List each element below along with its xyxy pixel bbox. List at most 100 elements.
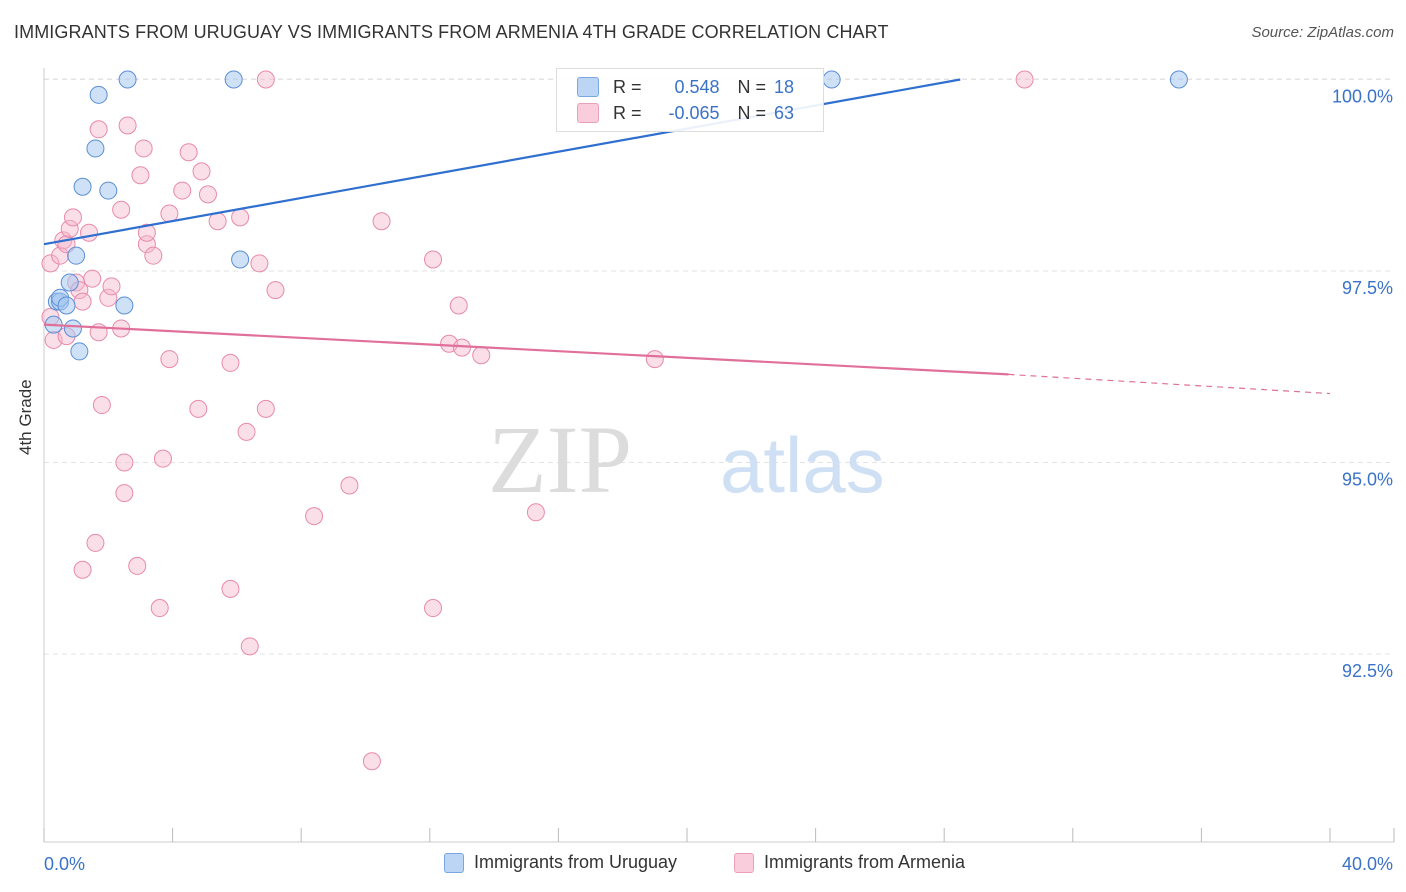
armenia-point <box>150 599 169 618</box>
armenia-point <box>208 212 227 231</box>
armenia-swatch <box>577 103 599 123</box>
armenia-point <box>1015 70 1034 89</box>
legend-item-armenia[interactable]: Immigrants from Armenia <box>734 852 965 873</box>
armenia-point <box>472 346 491 365</box>
y-tick-label: 95.0% <box>1342 470 1393 490</box>
armenia-point <box>192 162 211 181</box>
n-value-uruguay: 18 <box>774 76 795 97</box>
grid-layer <box>44 78 1394 655</box>
axis-layer <box>43 68 1395 843</box>
armenia-point <box>134 139 153 158</box>
armenia-point <box>340 476 359 495</box>
armenia-point <box>99 288 118 307</box>
uruguay-point <box>60 273 79 292</box>
legend-item-uruguay[interactable]: Immigrants from Uruguay <box>444 852 677 873</box>
armenia-point <box>240 637 259 656</box>
armenia-point <box>449 296 468 315</box>
uruguay-swatch <box>577 77 599 97</box>
uruguay-point <box>73 177 92 196</box>
armenia-point <box>179 143 198 162</box>
armenia-point <box>198 185 217 204</box>
uruguay-point <box>118 70 137 89</box>
r-value-uruguay: 0.548 <box>674 76 720 97</box>
armenia-point <box>250 254 269 273</box>
armenia-point <box>231 208 250 227</box>
armenia-point <box>83 269 102 288</box>
armenia-point <box>112 200 131 219</box>
armenia-point <box>645 350 664 369</box>
uruguay-point <box>231 250 250 269</box>
armenia-point <box>73 292 92 311</box>
armenia-point <box>115 484 134 503</box>
armenia-point <box>221 579 240 598</box>
armenia-point <box>221 353 240 372</box>
armenia-point <box>137 223 156 242</box>
n-label: N = <box>737 102 767 123</box>
armenia-point <box>115 453 134 472</box>
y-tick-label: 92.5% <box>1342 661 1393 681</box>
armenia-point <box>128 556 147 575</box>
uruguay-point <box>99 181 118 200</box>
armenia-point <box>102 277 121 296</box>
armenia-point <box>256 399 275 418</box>
armenia-point <box>153 449 172 468</box>
x-tick-label-max: 40.0% <box>1342 854 1393 874</box>
uruguay-points <box>44 70 1188 361</box>
stats-row-armenia: R = -0.065 N = 63 <box>577 101 794 125</box>
armenia-point <box>92 396 111 415</box>
y-tick-label: 97.5% <box>1342 278 1393 298</box>
armenia-point <box>131 166 150 185</box>
armenia-point <box>73 560 92 579</box>
n-value-armenia: 63 <box>774 102 795 123</box>
uruguay-point <box>224 70 243 89</box>
armenia-point <box>305 507 324 526</box>
armenia-point <box>118 116 137 135</box>
r-value-armenia: -0.065 <box>668 102 720 123</box>
uruguay-point <box>63 319 82 338</box>
r-label: R = <box>613 76 642 97</box>
uruguay-point <box>115 296 134 315</box>
chart-title: IMMIGRANTS FROM URUGUAY VS IMMIGRANTS FR… <box>14 22 889 42</box>
armenia-point <box>80 223 99 242</box>
stats-row-uruguay: R = 0.548 N = 18 <box>577 75 794 99</box>
armenia-point <box>86 533 105 552</box>
uruguay-point <box>86 139 105 158</box>
stats-box: R = 0.548 N = 18 R = -0.065 N = 63 <box>556 68 824 132</box>
armenia-point <box>144 246 163 265</box>
y-tick-label: 100.0% <box>1332 87 1393 107</box>
armenia-point <box>60 219 79 238</box>
uruguay-point <box>1169 70 1188 89</box>
armenia-point <box>173 181 192 200</box>
armenia-point <box>424 250 443 269</box>
uruguay-point <box>822 70 841 89</box>
watermark-zip: ZIP <box>488 406 632 513</box>
r-label: R = <box>613 102 642 123</box>
armenia-points <box>41 70 1034 771</box>
armenia-point <box>266 281 285 300</box>
armenia-point <box>372 212 391 231</box>
watermark-atlas: atlas <box>720 421 885 509</box>
uruguay-point <box>67 246 86 265</box>
y-axis-label: 4th Grade <box>16 379 35 455</box>
armenia-point <box>41 254 60 273</box>
tick-labels: 92.5% 95.0% 97.5% 100.0% 0.0% 40.0% <box>44 87 1393 875</box>
watermark: ZIP atlas <box>488 406 885 513</box>
legend-label-armenia: Immigrants from Armenia <box>764 852 966 872</box>
source-credit: Source: ZipAtlas.com <box>1251 24 1394 41</box>
armenia-point <box>256 70 275 89</box>
legend-swatch-armenia <box>734 852 754 873</box>
uruguay-point <box>70 342 89 361</box>
uruguay-point <box>89 85 108 104</box>
legend: Immigrants from Uruguay Immigrants from … <box>0 852 1406 878</box>
armenia-point <box>160 350 179 369</box>
armenia-point <box>526 503 545 522</box>
armenia-point <box>237 422 256 441</box>
armenia-trendline <box>43 323 1009 376</box>
armenia-point <box>63 208 82 227</box>
n-label: N = <box>737 76 767 97</box>
x-tick-label-min: 0.0% <box>44 854 85 874</box>
armenia-trendline-extension <box>1008 373 1331 395</box>
legend-swatch-uruguay <box>444 852 464 873</box>
armenia-point <box>362 752 381 771</box>
